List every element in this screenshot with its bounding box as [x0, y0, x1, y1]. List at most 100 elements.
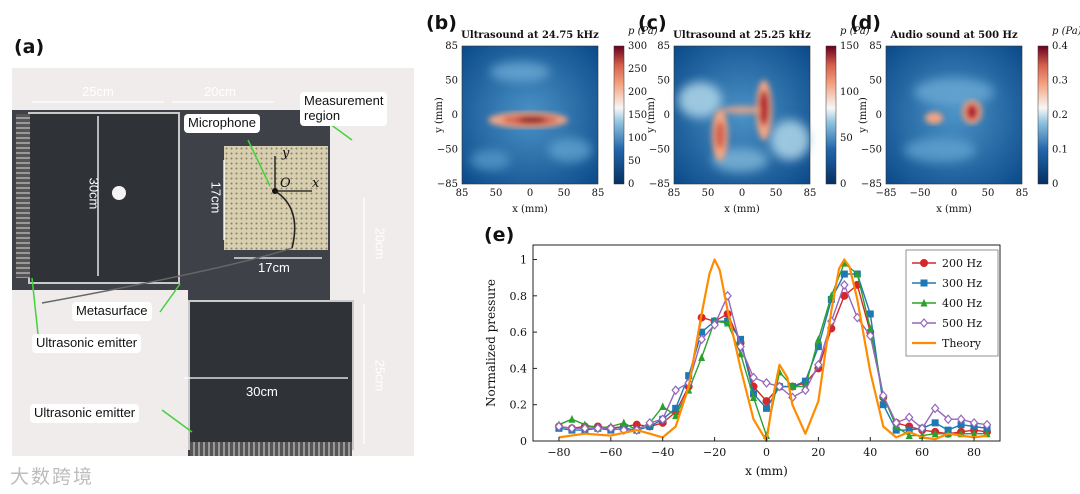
- y-tick-label: 0.8: [510, 290, 528, 303]
- y-tick-label: 1: [520, 254, 527, 267]
- data-point: [917, 423, 927, 434]
- data-point: [671, 385, 680, 396]
- x-tick-label: 60: [915, 446, 929, 459]
- legend-label: 500 Hz: [942, 317, 982, 330]
- y-tick-label: 0: [664, 110, 670, 121]
- x-tick-label: −85: [875, 188, 896, 199]
- data-point: [920, 259, 928, 267]
- x-tick-label: 80: [967, 446, 981, 459]
- light-reflection: [112, 186, 126, 200]
- data-point: [645, 417, 655, 428]
- y-tick-label: 50: [869, 76, 882, 87]
- data-point: [930, 403, 940, 414]
- data-point: [969, 417, 979, 428]
- data-point: [840, 270, 848, 278]
- data-point: [814, 335, 822, 343]
- data-point: [724, 318, 732, 327]
- y-tick-label: 0.6: [510, 326, 528, 339]
- data-point: [567, 423, 577, 434]
- x-axis-label: x (mm): [724, 204, 760, 215]
- data-point: [982, 419, 992, 430]
- x-tick-label: 20: [811, 446, 825, 459]
- x-tick-label: 50: [770, 188, 783, 199]
- data-point: [879, 401, 887, 409]
- data-point: [801, 385, 810, 396]
- colorbar-tick-label: 0: [1052, 179, 1058, 190]
- x-tick-label: 0: [763, 446, 770, 459]
- x-tick-label: 50: [490, 188, 503, 199]
- panel-label-c: (c): [638, 12, 667, 34]
- colorbar-tick-label: 0: [840, 179, 846, 190]
- data-point: [814, 359, 823, 370]
- colorbar-unit: p (Pa): [1052, 26, 1080, 37]
- data-point: [866, 310, 874, 318]
- measurement-grid: [224, 146, 328, 250]
- data-point: [840, 280, 849, 290]
- y-tick-label: 0.2: [510, 399, 528, 412]
- data-point: [853, 269, 861, 278]
- photo-annotations: [31, 101, 365, 444]
- data-point: [568, 414, 576, 423]
- data-point: [956, 414, 966, 425]
- y-axis-label: y (mm): [434, 97, 445, 134]
- legend-label: 400 Hz: [942, 297, 982, 310]
- dim-17cm-horizontal: 17cm: [258, 260, 290, 275]
- x-tick-label: −50: [909, 188, 930, 199]
- colorbar-tick-label: 100: [628, 133, 647, 144]
- data-point: [672, 404, 680, 412]
- colorbar-unit: p (Pa): [628, 26, 658, 37]
- data-point: [801, 377, 809, 385]
- data-point: [762, 397, 771, 406]
- x-tick-label: 50: [558, 188, 571, 199]
- data-point: [866, 324, 874, 332]
- data-point: [749, 372, 758, 383]
- x-tick-label: 85: [592, 188, 605, 199]
- series-line: [558, 284, 988, 431]
- callout-metasurface: Metasurface: [72, 302, 152, 321]
- x-tick-label: −80: [547, 446, 570, 459]
- panel-label-b: (b): [426, 12, 457, 34]
- y-tick-label: −50: [861, 145, 882, 156]
- dim-30cm-bottom: 30cm: [246, 384, 278, 399]
- dim-20cm-top: 20cm: [204, 84, 236, 99]
- y-tick-label: −50: [437, 145, 458, 156]
- x-tick-label: 50: [982, 188, 995, 199]
- callout-ultrasonic-emitter-2: Ultrasonic emitter: [30, 404, 140, 423]
- x-axis-label: x (mm): [745, 464, 788, 478]
- y-axis-label: y (mm): [858, 97, 869, 134]
- colorbar-tick-label: 150: [628, 110, 647, 121]
- panel-label-a: (a): [14, 36, 45, 58]
- data-point: [736, 341, 745, 352]
- y-tick-label: −85: [861, 179, 882, 190]
- y-tick-label: 0.4: [510, 362, 528, 375]
- emitter-array-left: [16, 114, 30, 278]
- heatmap-title: Ultrasound at 25.25 kHz: [673, 30, 811, 41]
- axis-x-label: x: [312, 176, 320, 191]
- data-point: [919, 318, 929, 328]
- y-axis-label: Normalized pressure: [484, 279, 498, 407]
- data-point: [904, 412, 914, 423]
- heatmap-b: [461, 45, 625, 185]
- heatmap-d: [885, 45, 1049, 185]
- x-tick-label: 85: [804, 188, 817, 199]
- data-point: [943, 414, 953, 425]
- y-tick-label: −85: [649, 179, 670, 190]
- data-point: [685, 372, 693, 380]
- data-point: [593, 423, 603, 434]
- data-point: [970, 429, 978, 438]
- data-point: [620, 418, 628, 427]
- colorbar-tick-label: 300: [628, 41, 647, 52]
- data-point: [957, 421, 965, 429]
- colorbar-tick-label: 50: [840, 133, 853, 144]
- data-point: [827, 295, 835, 303]
- x-tick-label: 0: [951, 188, 957, 199]
- data-point: [698, 328, 706, 336]
- heatmap-figures: Ultrasound at 24.75 kHz p (Pa) 85 50 0 −50 −85…: [434, 26, 1080, 215]
- data-point: [788, 382, 796, 391]
- dim-25cm-top: 25cm: [82, 84, 114, 99]
- x-tick-label: −20: [703, 446, 726, 459]
- data-point: [710, 319, 719, 330]
- colorbar-tick-label: 150: [840, 41, 859, 52]
- colorbar-tick-label: 200: [628, 87, 647, 98]
